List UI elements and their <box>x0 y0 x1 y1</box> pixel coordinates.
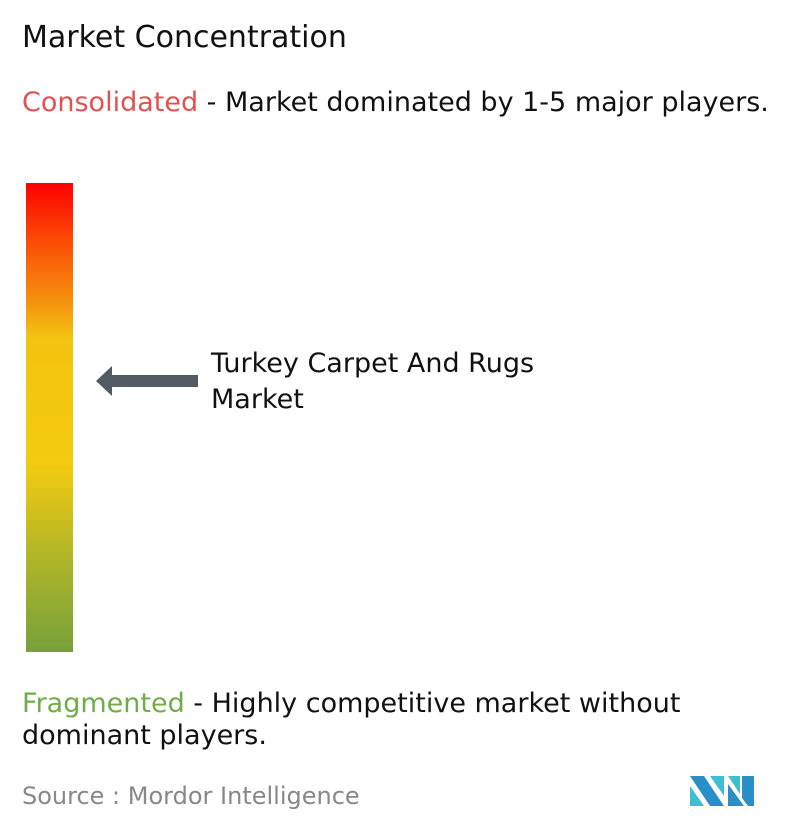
consolidated-label: Consolidated <box>22 87 199 118</box>
fragmented-description: Fragmented - Highly competitive market w… <box>22 688 792 752</box>
mordor-logo-icon <box>690 776 754 806</box>
source-text: Source : Mordor Intelligence <box>22 782 360 810</box>
consolidated-text: - Market dominated by 1-5 major players. <box>198 87 769 118</box>
consolidated-description: Consolidated - Market dominated by 1-5 m… <box>22 87 792 119</box>
fragmented-label: Fragmented <box>22 688 185 719</box>
arrow-left-icon <box>96 366 198 396</box>
page-title: Market Concentration <box>22 20 347 55</box>
fragmented-text: - Highly competitive market without domi… <box>22 688 681 751</box>
concentration-gradient-bar <box>26 183 73 652</box>
market-label: Turkey Carpet And Rugs Market <box>211 348 535 415</box>
